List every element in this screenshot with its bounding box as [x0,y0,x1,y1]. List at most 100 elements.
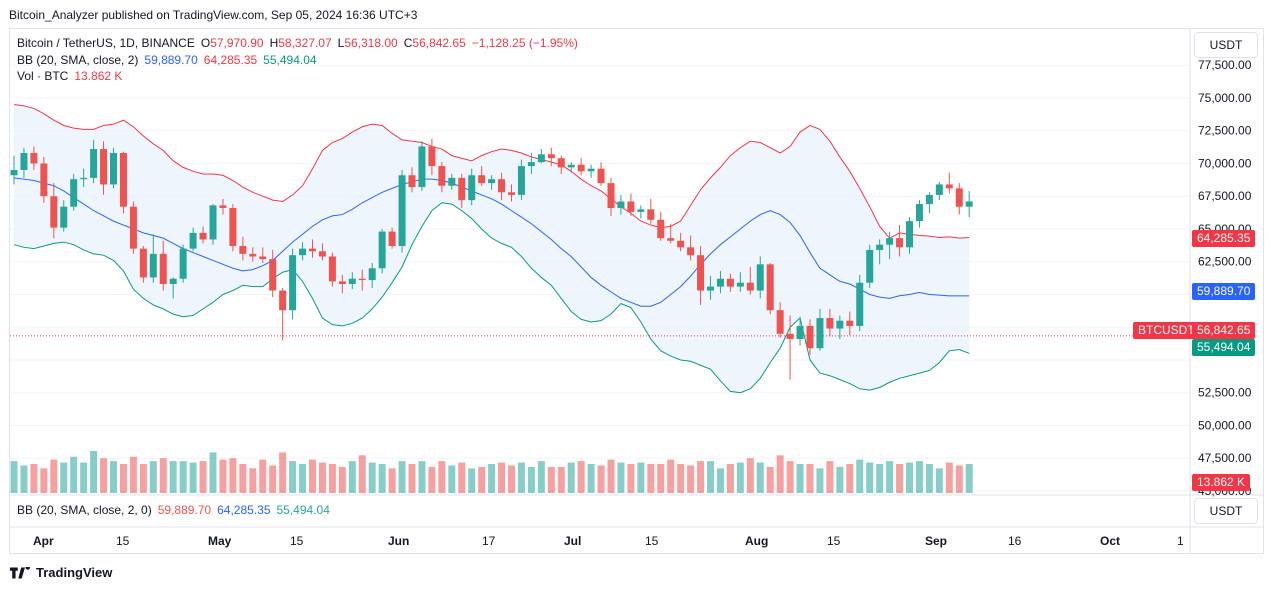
volume-bar [129,456,137,493]
volume-bar [647,464,655,493]
volume-bar [657,464,665,493]
candle-body [746,282,754,291]
price-axis-label: 75,000.00 [1198,91,1252,105]
volume-bar [259,459,267,493]
volume-bar [229,458,237,493]
volume-bar [70,456,78,493]
volume-bar [428,466,436,493]
volume-bar [299,464,307,493]
volume-bar [90,450,98,493]
bb-legend[interactable]: BB (20, SMA, close, 2) 59,889.70 64,285.35… [17,53,323,67]
volume-bar [806,464,814,493]
volume-bar [60,462,68,493]
candle-body [10,170,18,176]
volume-bar [438,461,446,493]
candle-body [577,164,585,172]
volume-bar [398,461,406,493]
volume-bar [30,464,38,493]
volume-bar [478,466,486,493]
tradingview-logo[interactable]: TradingView [10,565,112,580]
candle-body [836,320,844,329]
chart-grid [10,29,1263,553]
candle-body [239,246,247,254]
volume-bar [896,464,904,493]
band-fill [14,104,970,393]
candle-body [398,175,406,247]
volume-bar [50,459,58,493]
candle-body [567,164,575,168]
candle-body [955,188,963,207]
candle-body [935,184,943,195]
candle-body [209,205,217,240]
candle-body [647,209,655,220]
volume-tag: 13.862 K [1192,474,1251,491]
lower-band-tag: 55,494.04 [1192,339,1256,356]
candle-body [587,168,595,172]
volume-bar [508,465,515,493]
symbol-legend[interactable]: Bitcoin / TetherUS, 1D, BINANCE O57,970.9… [17,36,584,50]
candle-body [508,192,515,195]
candle-body [169,278,177,284]
candle-body [159,253,167,284]
lower-bb-upper: 64,285.35 [217,503,271,517]
volume-bar [318,462,326,493]
volume-legend[interactable]: Vol · BTC 13.862 K [17,69,128,83]
volume-bar [209,452,217,493]
bb-lower-value: 55,494.04 [263,53,317,67]
candle-body [189,232,197,249]
time-axis-label: 15 [827,534,841,548]
chart-canvas[interactable]: 77,500.00 75,000.00 72,500.00 70,000.00 67,5… [10,29,1263,553]
candle-body [776,310,784,334]
volume-bar [388,468,396,493]
time-axis-label: Aug [745,534,768,548]
lower-bb-lower: 55,494.04 [276,503,330,517]
candle-body [627,201,635,212]
candle-body [60,206,68,228]
low-value: 56,318.00 [344,36,398,50]
candle-body [687,247,695,256]
volume-bar [328,464,336,493]
candle-body [139,248,147,278]
volume-bar [239,464,247,493]
candle-body [50,196,58,228]
volume-bar [498,462,506,493]
time-axis-label: 16 [1008,534,1022,548]
candle-body [517,166,525,195]
time-axis-label: 15 [645,534,659,548]
tradingview-logo-icon [10,566,30,579]
volume-bar [309,459,316,493]
vol-label: Vol · BTC [17,69,69,83]
candle-body [80,177,88,180]
volume-bar [119,464,127,493]
time-axis-label: Sep [925,534,947,548]
currency-button[interactable]: USDT [1194,32,1258,58]
candle-body [358,278,366,281]
candle-body [468,175,476,201]
time-axis-label: Oct [1100,534,1120,548]
candle-body [726,278,734,287]
lower-bb-legend[interactable]: BB (20, SMA, close, 2, 0) 59,889.70 64,285… [17,503,336,517]
candle-body [597,168,605,184]
close-value: 56,842.65 [412,36,466,50]
candlesticks [10,138,973,380]
candle-body [269,259,277,291]
volume-bar [418,461,426,493]
candle-body [786,333,794,340]
candle-body [40,163,48,197]
volume-bar [886,461,894,493]
volume-bar [915,461,923,493]
volume-bar [338,466,346,493]
volume-bar [80,462,88,493]
volume-bar [249,468,257,493]
candle-body [756,264,764,291]
volume-bar [279,452,287,493]
currency-button-lower[interactable]: USDT [1194,498,1258,524]
candle-body [617,201,625,209]
volume-bar [776,455,784,493]
price-axis-label: 67,500.00 [1198,189,1252,203]
candle-body [637,209,645,212]
volume-bar [597,465,605,493]
candle-body [557,158,565,168]
volume-bar [617,462,625,493]
volume-bar [517,462,525,493]
